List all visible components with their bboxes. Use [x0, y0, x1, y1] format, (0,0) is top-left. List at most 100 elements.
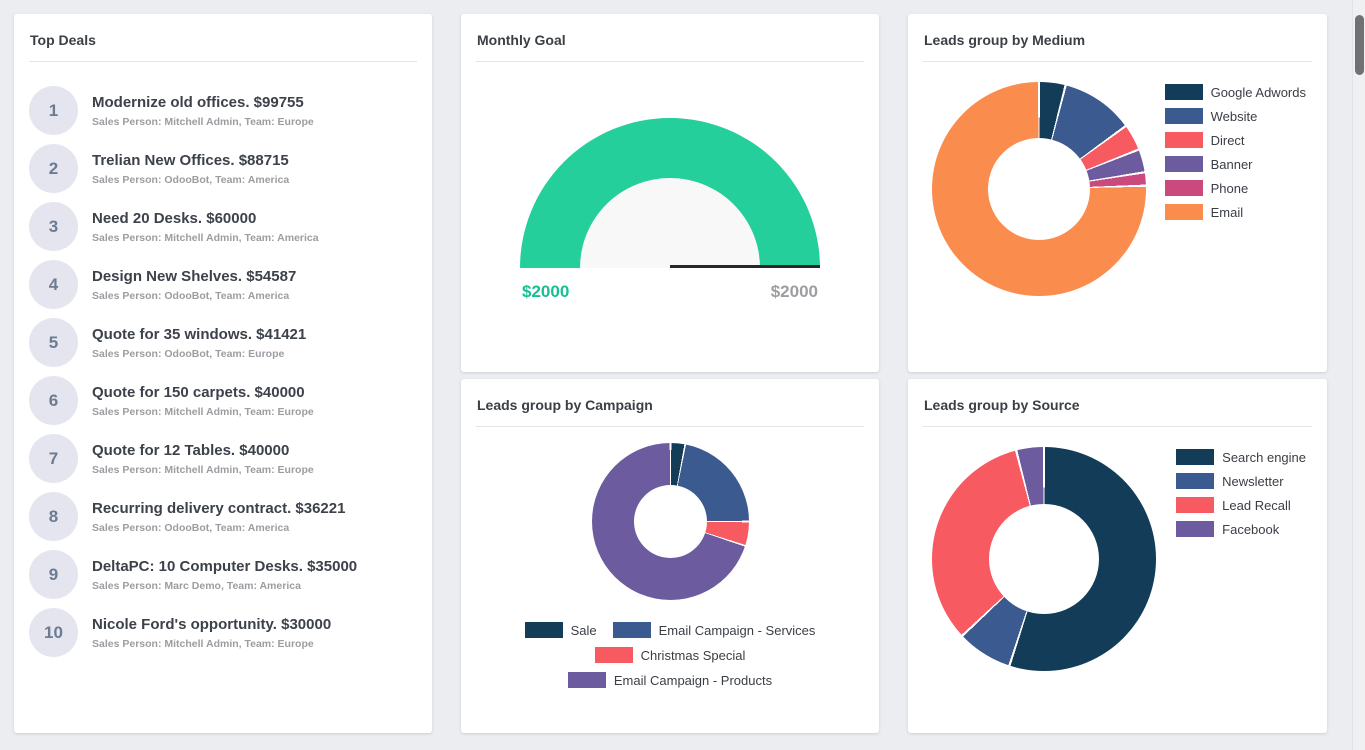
legend-swatch	[594, 647, 633, 663]
card-title: Leads group by Campaign	[476, 394, 864, 427]
chart-legend: Search engine Newsletter Lead Recall Facebo…	[1176, 449, 1306, 671]
legend-label: Email	[1210, 204, 1244, 220]
source-chart-area: Search engine Newsletter Lead Recall Facebo…	[923, 427, 1312, 671]
gauge-threshold-marker	[670, 265, 820, 268]
legend-label: Search engine	[1222, 449, 1306, 465]
deal-subtitle: Sales Person: OdooBot, Team: America	[92, 173, 290, 186]
deal-rank-badge: 2	[29, 144, 78, 193]
deal-title: Recurring delivery contract. $36221	[92, 499, 346, 517]
deal-rank-badge: 1	[29, 86, 78, 135]
deal-text: Quote for 35 windows. $41421 Sales Person…	[92, 326, 306, 360]
donut-chart-campaign[interactable]	[591, 443, 749, 600]
deal-subtitle: Sales Person: Mitchell Admin, Team: Euro…	[92, 463, 314, 476]
deal-row[interactable]: 1 Modernize old offices. $99755 Sales Pers…	[29, 86, 417, 135]
legend-swatch	[1164, 84, 1203, 100]
legend-swatch	[524, 622, 563, 638]
deal-subtitle: Sales Person: Mitchell Admin, Team: Euro…	[92, 115, 314, 128]
legend-item[interactable]: Christmas Special	[594, 647, 745, 663]
legend-item[interactable]: Website	[1164, 108, 1306, 124]
scrollbar-thumb[interactable]	[1355, 15, 1364, 75]
leads-medium-card: Leads group by Medium Google Adwords Webs…	[908, 14, 1327, 372]
leads-source-card: Leads group by Source Search engine Newsl…	[908, 379, 1327, 733]
deal-subtitle: Sales Person: OdooBot, Team: America	[92, 521, 290, 534]
legend-swatch	[1164, 180, 1203, 196]
legend-item[interactable]: Phone	[1164, 180, 1306, 196]
deal-rank-badge: 5	[29, 318, 78, 367]
deal-subtitle: Sales Person: Mitchell Admin, Team: Euro…	[92, 405, 314, 418]
legend-swatch	[1176, 497, 1215, 513]
legend-label: Direct	[1210, 132, 1245, 148]
left-column: Top Deals 1 Modernize old offices. $99755…	[14, 14, 432, 733]
deal-rank-badge: 4	[29, 260, 78, 309]
deal-subtitle: Sales Person: Marc Demo, Team: America	[92, 579, 301, 592]
donut-chart-source[interactable]	[932, 447, 1156, 671]
legend-swatch	[567, 672, 606, 688]
deal-title: Quote for 35 windows. $41421	[92, 325, 307, 343]
deal-row[interactable]: 3 Need 20 Desks. $60000 Sales Person: Mitc…	[29, 202, 417, 251]
donut-chart-medium[interactable]	[932, 82, 1146, 296]
deal-title: Quote for 12 Tables. $40000	[92, 441, 290, 459]
deal-row[interactable]: 9 DeltaPC: 10 Computer Desks. $35000 Sales…	[29, 550, 417, 599]
legend-item[interactable]: Newsletter	[1176, 473, 1306, 489]
deal-row[interactable]: 8 Recurring delivery contract. $36221 Sale…	[29, 492, 417, 541]
chart-legend: Google Adwords Website Direct Banner Phone Em…	[1164, 84, 1306, 296]
deal-text: Quote for 12 Tables. $40000 Sales Person:…	[92, 442, 314, 476]
deal-subtitle: Sales Person: OdooBot, Team: America	[92, 289, 290, 302]
deal-rank-badge: 7	[29, 434, 78, 483]
leads-campaign-card: Leads group by Campaign Sale Email Campai…	[461, 379, 879, 733]
legend-label: Lead Recall	[1222, 497, 1291, 513]
gauge-goal-label: $2000	[770, 282, 818, 301]
deal-title: DeltaPC: 10 Computer Desks. $35000	[92, 557, 358, 575]
deal-text: Quote for 150 carpets. $40000 Sales Perso…	[92, 384, 314, 418]
deal-rank-badge: 6	[29, 376, 78, 425]
deal-subtitle: Sales Person: Mitchell Admin, Team: Amer…	[92, 231, 319, 244]
legend-label: Newsletter	[1222, 473, 1284, 489]
legend-swatch	[1176, 449, 1215, 465]
deal-title: Modernize old offices. $99755	[92, 93, 304, 111]
legend-label: Google Adwords	[1210, 84, 1306, 100]
legend-swatch	[1176, 521, 1215, 537]
deal-title: Design New Shelves. $54587	[92, 267, 297, 285]
legend-swatch	[612, 622, 651, 638]
legend-item[interactable]: Email Campaign - Products	[567, 672, 772, 688]
middle-column: Monthly Goal $2000 $2000 Leads group by …	[461, 14, 879, 733]
deal-row[interactable]: 5 Quote for 35 windows. $41421 Sales Perso…	[29, 318, 417, 367]
gauge-chart[interactable]	[520, 118, 820, 268]
deal-title: Trelian New Offices. $88715	[92, 151, 289, 169]
deal-subtitle: Sales Person: Mitchell Admin, Team: Euro…	[92, 637, 314, 650]
deal-rank-badge: 10	[29, 608, 78, 657]
deal-text: Nicole Ford's opportunity. $30000 Sales P…	[92, 616, 331, 650]
gauge-labels: $2000 $2000	[520, 282, 820, 302]
deal-rank-badge: 3	[29, 202, 78, 251]
legend-item[interactable]: Facebook	[1176, 521, 1306, 537]
deal-text: Recurring delivery contract. $36221 Sales…	[92, 500, 345, 534]
legend-item[interactable]: Lead Recall	[1176, 497, 1306, 513]
card-title: Top Deals	[29, 29, 417, 62]
legend-item[interactable]: Sale	[524, 622, 597, 638]
legend-item[interactable]: Google Adwords	[1164, 84, 1306, 100]
card-title: Leads group by Medium	[923, 29, 1312, 62]
legend-label: Email Campaign - Services	[658, 622, 816, 638]
deal-title: Need 20 Desks. $60000	[92, 209, 257, 227]
donut-hole	[989, 504, 1099, 614]
legend-item[interactable]: Search engine	[1176, 449, 1306, 465]
deal-title: Nicole Ford's opportunity. $30000	[92, 615, 332, 633]
legend-item[interactable]: Email	[1164, 204, 1306, 220]
legend-item[interactable]: Banner	[1164, 156, 1306, 172]
gauge-value-label: $2000	[522, 282, 570, 301]
deal-text: Need 20 Desks. $60000 Sales Person: Mitch…	[92, 210, 319, 244]
deal-row[interactable]: 10 Nicole Ford's opportunity. $30000 Sales…	[29, 608, 417, 657]
legend-item[interactable]: Email Campaign - Services	[612, 622, 816, 638]
legend-swatch	[1164, 156, 1203, 172]
scrollbar-track[interactable]	[1352, 0, 1365, 750]
deal-row[interactable]: 6 Quote for 150 carpets. $40000 Sales Pers…	[29, 376, 417, 425]
deal-text: Modernize old offices. $99755 Sales Perso…	[92, 94, 314, 128]
deal-row[interactable]: 7 Quote for 12 Tables. $40000 Sales Person…	[29, 434, 417, 483]
top-deals-card: Top Deals 1 Modernize old offices. $99755…	[14, 14, 432, 733]
legend-item[interactable]: Direct	[1164, 132, 1306, 148]
card-title: Leads group by Source	[923, 394, 1312, 427]
right-column: Leads group by Medium Google Adwords Webs…	[908, 14, 1327, 733]
deal-row[interactable]: 4 Design New Shelves. $54587 Sales Person:…	[29, 260, 417, 309]
deal-row[interactable]: 2 Trelian New Offices. $88715 Sales Person…	[29, 144, 417, 193]
